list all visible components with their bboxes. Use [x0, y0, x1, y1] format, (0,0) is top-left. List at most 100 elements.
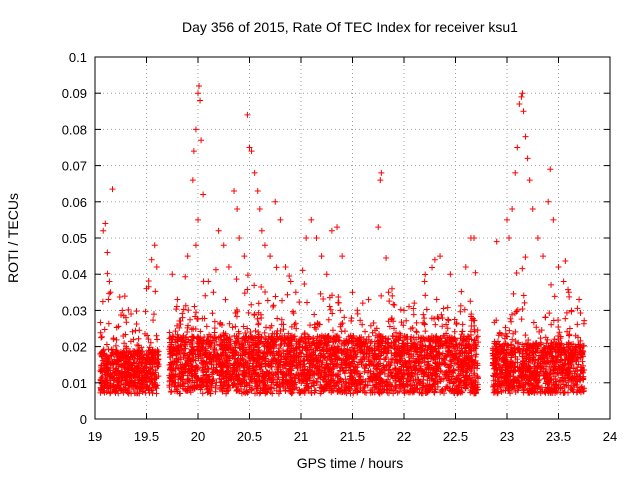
data-point — [141, 384, 148, 391]
data-point — [556, 365, 563, 372]
data-point — [284, 361, 291, 368]
data-point — [257, 364, 264, 371]
data-point — [520, 357, 527, 364]
data-point — [347, 332, 354, 339]
data-point — [544, 387, 551, 394]
data-point — [416, 344, 423, 351]
data-point — [339, 320, 346, 327]
data-point — [501, 335, 508, 342]
data-point — [494, 374, 501, 381]
data-point — [325, 373, 332, 380]
data-point — [432, 321, 439, 328]
data-point — [105, 296, 112, 303]
data-point — [283, 348, 290, 355]
data-point — [377, 177, 384, 184]
data-point — [462, 360, 469, 367]
data-point — [153, 332, 160, 339]
data-point — [244, 111, 251, 118]
data-point — [496, 329, 503, 336]
data-point — [109, 361, 116, 368]
data-point — [113, 378, 120, 385]
data-point — [336, 388, 343, 395]
data-point — [258, 284, 265, 291]
data-point — [203, 338, 210, 345]
data-point — [211, 342, 218, 349]
data-point — [238, 390, 245, 397]
data-point — [109, 349, 116, 356]
data-point — [231, 332, 238, 339]
data-point — [354, 310, 361, 317]
data-point — [281, 332, 288, 339]
data-point — [254, 315, 261, 322]
data-point — [393, 352, 400, 359]
data-point — [238, 371, 245, 378]
data-point — [424, 335, 431, 342]
data-point — [557, 333, 564, 340]
data-point — [97, 377, 104, 384]
data-point — [428, 333, 435, 340]
data-point — [113, 359, 120, 366]
data-point — [275, 390, 282, 397]
data-point — [111, 386, 118, 393]
data-point — [448, 376, 455, 383]
data-point — [300, 370, 307, 377]
data-point — [449, 354, 456, 361]
data-point — [324, 376, 331, 383]
data-point — [365, 296, 372, 303]
data-point — [152, 382, 159, 389]
data-point — [510, 345, 517, 352]
data-point — [112, 389, 119, 396]
data-point — [199, 315, 206, 322]
data-point — [247, 357, 254, 364]
data-point — [425, 352, 432, 359]
data-point — [226, 355, 233, 362]
data-point — [167, 367, 174, 374]
data-point — [556, 377, 563, 384]
data-point — [133, 321, 140, 327]
data-point — [256, 206, 263, 213]
data-point — [551, 367, 558, 374]
data-point — [322, 383, 329, 390]
data-point — [318, 337, 325, 344]
data-point — [140, 354, 147, 361]
data-point — [360, 339, 367, 346]
data-point — [259, 380, 266, 387]
data-point — [122, 331, 129, 338]
data-point — [513, 270, 520, 277]
data-point — [359, 361, 366, 368]
data-point — [433, 364, 440, 371]
data-point — [154, 363, 161, 370]
data-point — [461, 306, 468, 313]
data-point — [334, 379, 341, 386]
data-point — [566, 325, 573, 332]
data-point — [284, 335, 291, 342]
data-point — [229, 324, 236, 331]
data-point — [139, 388, 146, 395]
data-point — [457, 335, 464, 342]
data-point — [149, 357, 156, 364]
data-point — [425, 385, 432, 392]
data-point — [418, 371, 425, 378]
data-point — [467, 357, 474, 364]
data-point — [341, 328, 348, 335]
data-point — [172, 336, 179, 343]
data-point — [222, 296, 229, 303]
data-point — [232, 344, 239, 351]
data-point — [371, 342, 378, 349]
data-point — [388, 315, 395, 322]
data-point — [350, 363, 357, 370]
data-point — [548, 321, 555, 328]
data-point — [197, 386, 204, 393]
data-point — [314, 343, 321, 350]
data-point — [121, 293, 128, 300]
data-point — [187, 348, 194, 355]
data-point — [290, 347, 297, 354]
data-point — [244, 325, 251, 332]
data-point — [213, 379, 220, 386]
data-point — [220, 242, 227, 249]
data-point — [441, 360, 448, 367]
data-point — [311, 324, 318, 331]
data-point — [473, 351, 480, 358]
data-point — [99, 298, 106, 305]
data-point — [205, 373, 212, 380]
